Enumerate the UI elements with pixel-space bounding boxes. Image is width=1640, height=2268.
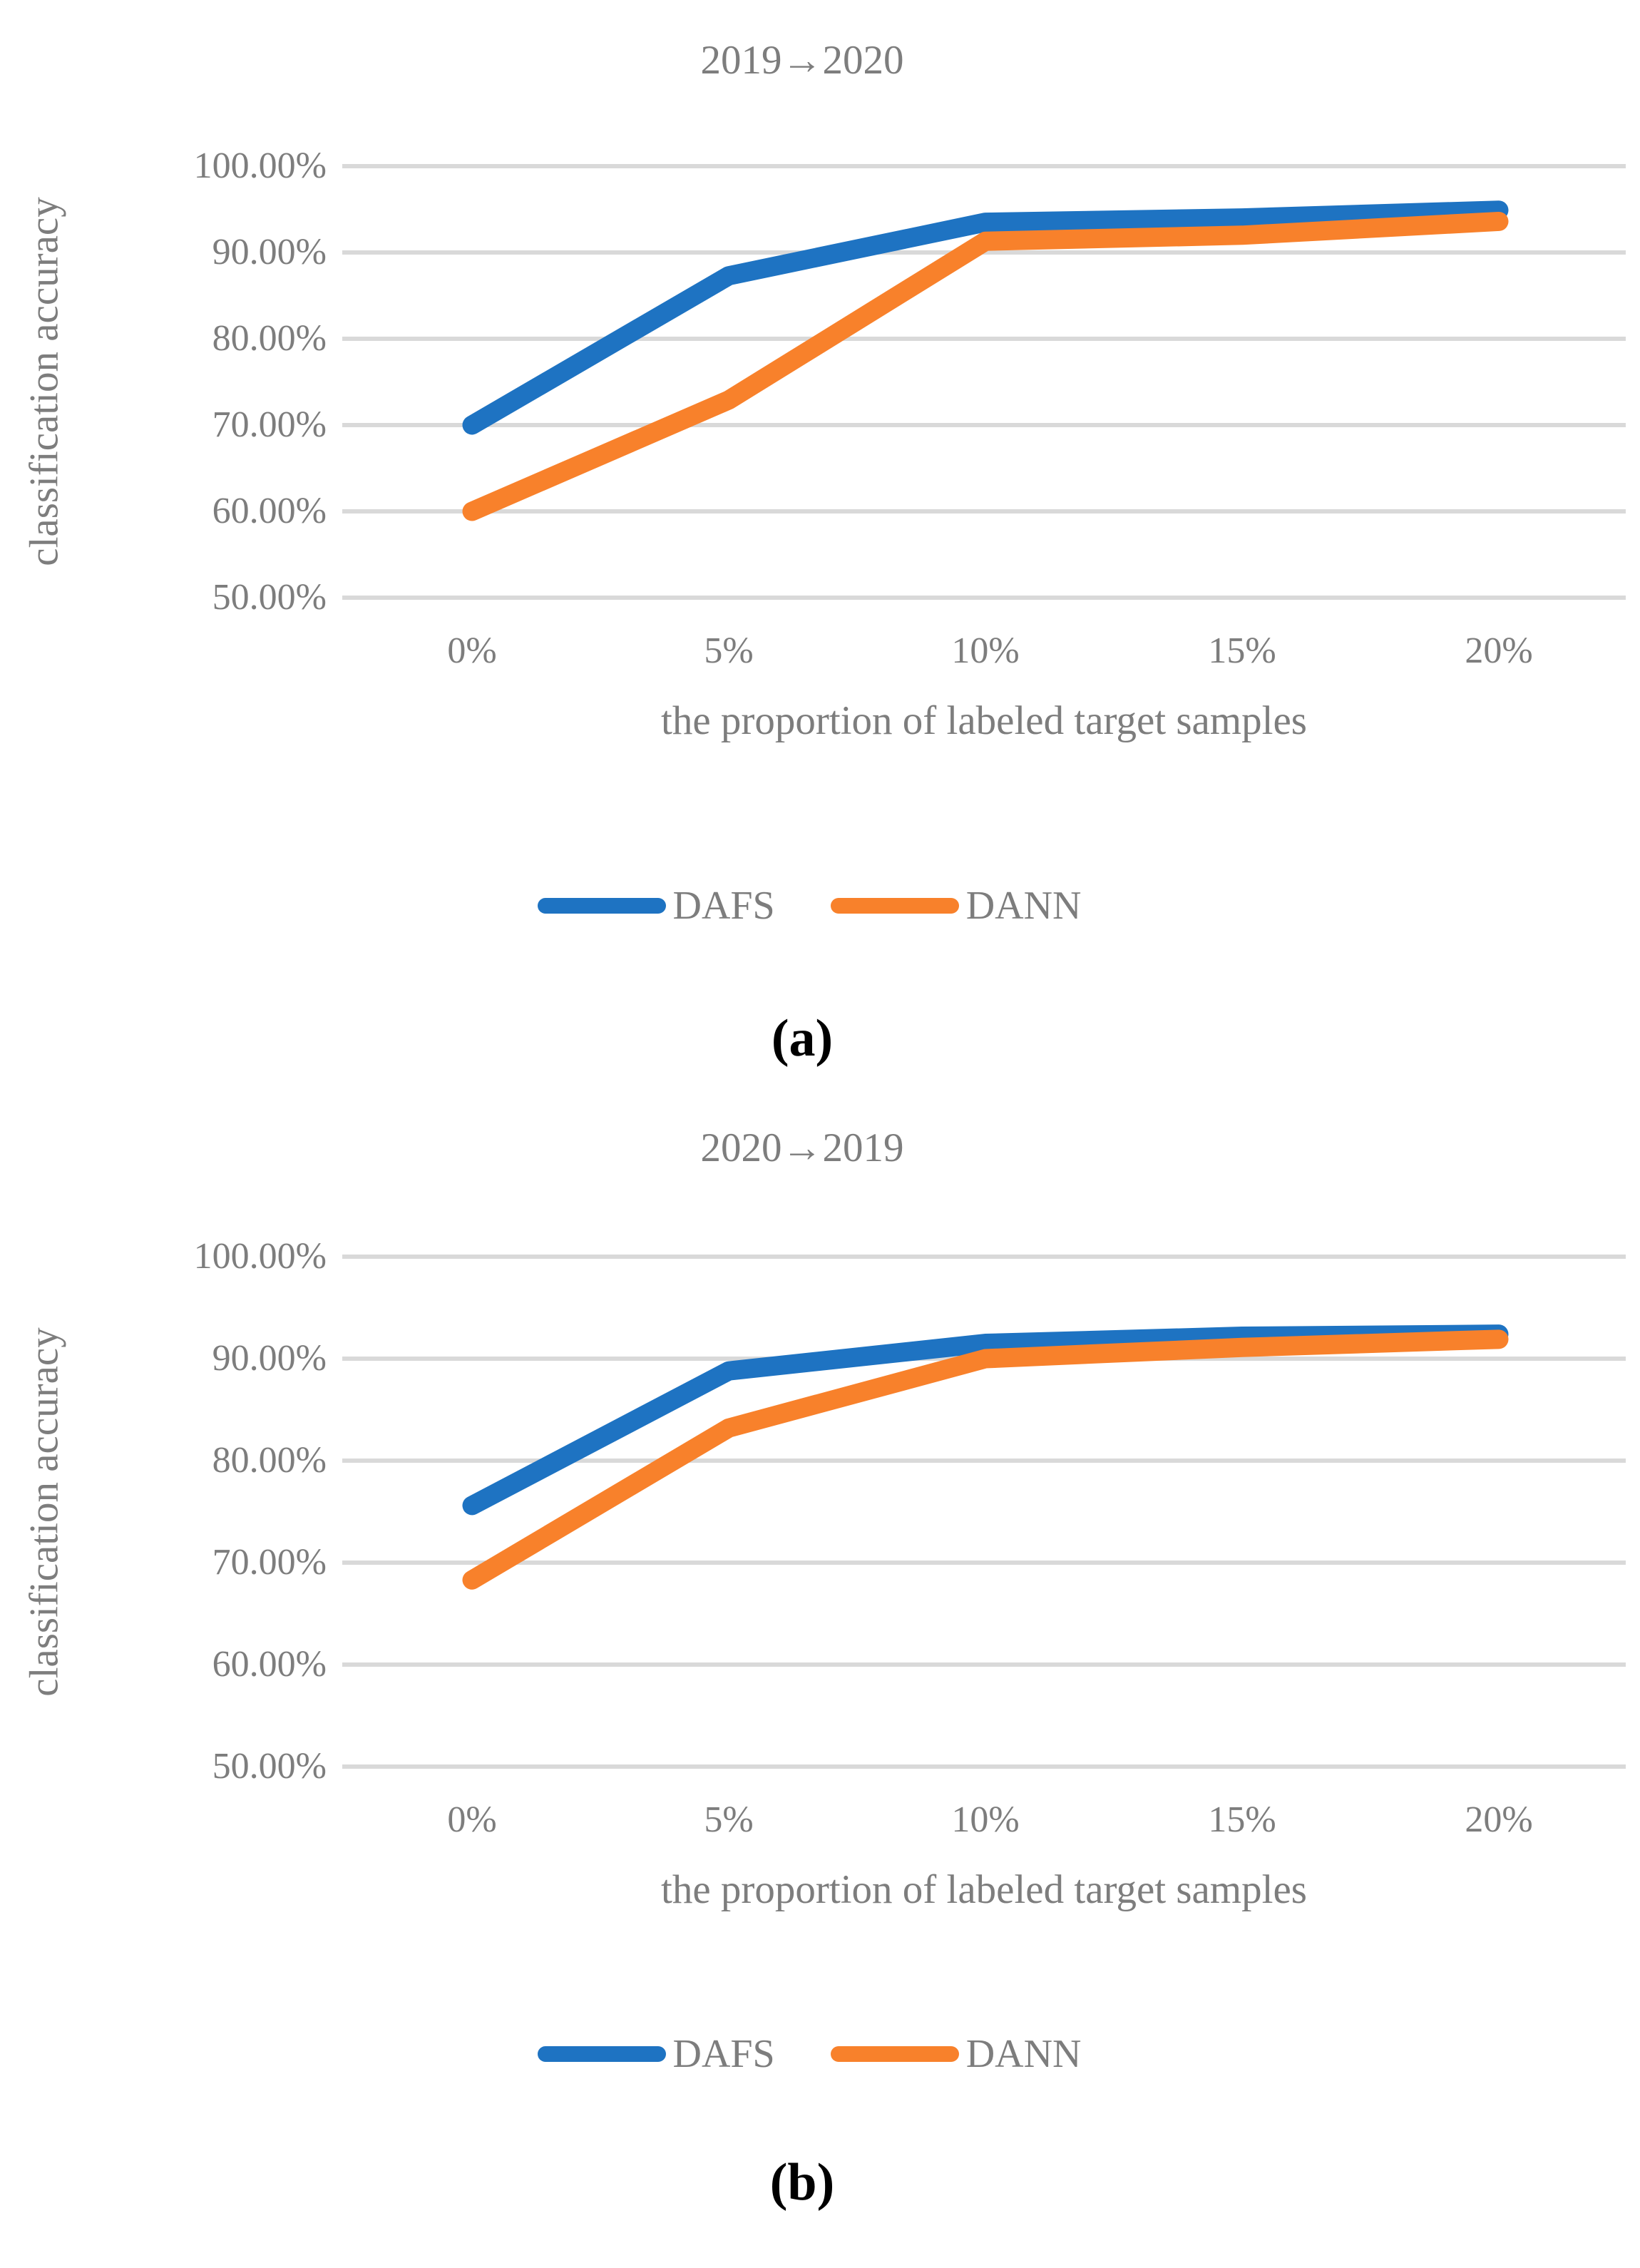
chart-a-x-axis-title: the proportion of labeled target samples [661,698,1307,743]
y-tick-label: 60.00% [212,1644,327,1685]
chart-b-legend: DAFS DANN [0,2031,1619,2077]
legend-item-dann: DANN [830,2031,1082,2077]
chart-b-plot-area [342,1255,1626,1769]
x-tick-label: 20% [1465,1799,1533,1840]
y-tick-label: 60.00% [212,491,327,531]
legend-item-dafs: DAFS [537,2031,775,2077]
x-tick-label: 20% [1465,630,1533,671]
y-tick-label: 70.00% [212,404,327,445]
chart-b-y-axis-title: classification accuracy [21,1327,67,1697]
y-tick-label: 50.00% [212,577,327,618]
legend-swatch-dann [830,898,959,914]
legend-label-dafs: DAFS [672,2032,775,2076]
panel-label-b: (b) [769,2153,835,2212]
y-tick-label: 80.00% [212,1440,327,1481]
x-tick-label: 5% [704,630,754,671]
x-tick-label: 15% [1208,630,1276,671]
panel-label-a: (a) [771,1009,834,1068]
series-line-dann [462,211,1509,521]
legend-item-dann: DANN [830,883,1082,929]
legend-swatch-dann [830,2046,959,2062]
y-tick-label: 100.00% [193,145,327,186]
chart-a-title: 2019→2020 [700,38,904,83]
legend-label-dann: DANN [965,884,1082,928]
y-tick-label: 90.00% [212,232,327,272]
series-line-dafs [462,200,1509,435]
legend-label-dafs: DAFS [672,884,775,928]
x-tick-label: 15% [1208,1799,1276,1840]
y-tick-label: 90.00% [212,1338,327,1379]
series-line-dann [462,1329,1509,1590]
x-tick-label: 0% [447,630,497,671]
legend-swatch-dafs [537,898,666,914]
legend-label-dann: DANN [965,2032,1082,2076]
y-tick-label: 50.00% [212,1746,327,1787]
legend-swatch-dafs [537,2046,666,2062]
legend-item-dafs: DAFS [537,883,775,929]
y-tick-label: 70.00% [212,1542,327,1583]
x-tick-label: 10% [951,630,1020,671]
x-tick-label: 10% [951,1799,1020,1840]
chart-a-legend: DAFS DANN [0,883,1619,929]
chart-b-title: 2020→2019 [700,1125,904,1170]
chart-a-plot-area [342,164,1626,600]
y-tick-label: 100.00% [193,1236,327,1277]
y-tick-label: 80.00% [212,318,327,359]
chart-b-x-axis-title: the proportion of labeled target samples [661,1867,1307,1912]
x-tick-label: 0% [447,1799,497,1840]
x-tick-label: 5% [704,1799,754,1840]
